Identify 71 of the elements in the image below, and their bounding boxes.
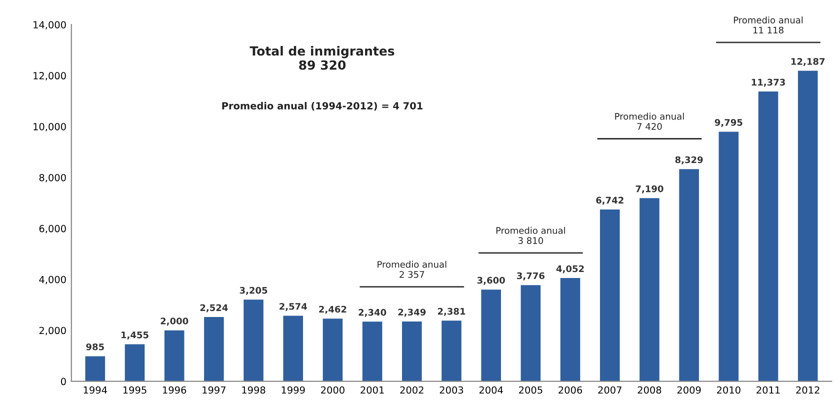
x-tick-label: 2003 xyxy=(440,386,464,394)
x-tick-label: 1994 xyxy=(84,386,107,394)
data-label: 2,340 xyxy=(358,308,386,317)
y-tick-label: 2,000 xyxy=(39,326,66,336)
bar xyxy=(322,318,343,382)
x-tick-label: 2012 xyxy=(796,386,820,394)
x-tick-label: 2006 xyxy=(558,386,582,394)
bar xyxy=(520,285,541,382)
y-tick-label: 6,000 xyxy=(39,224,66,234)
data-label: 12,187 xyxy=(791,58,825,66)
y-tick-label: 14,000 xyxy=(34,21,66,30)
x-tick-label: 1999 xyxy=(282,386,305,394)
bar xyxy=(362,322,382,382)
x-tick-label: 2005 xyxy=(519,386,542,394)
bar xyxy=(283,316,304,382)
bar xyxy=(85,356,106,382)
data-label: 7,190 xyxy=(636,185,664,194)
data-label: 2,574 xyxy=(280,302,307,311)
annotation: Promedio anual 2 357 xyxy=(378,260,446,278)
x-tick-label: 2010 xyxy=(716,386,740,394)
x-tick-label: 1995 xyxy=(123,386,146,394)
x-tick-label: 2000 xyxy=(321,386,344,394)
bar xyxy=(481,290,501,382)
bar xyxy=(560,278,580,382)
annotation: Promedio anual 11 118 xyxy=(734,16,803,34)
x-tick-label: 1998 xyxy=(242,386,266,394)
y-tick-label: 8,000 xyxy=(39,174,66,182)
x-tick-label: 2002 xyxy=(400,386,424,394)
data-label: 1,455 xyxy=(121,332,148,340)
data-label: 3,600 xyxy=(477,276,505,285)
bar xyxy=(718,132,739,382)
annotation: Promedio anual 7 420 xyxy=(615,112,684,130)
x-tick-label: 2001 xyxy=(360,386,384,394)
x-tick-label: 2011 xyxy=(756,386,780,394)
y-tick-label: 0 xyxy=(60,378,66,386)
data-label: 11,373 xyxy=(752,78,785,87)
data-label: 8,329 xyxy=(675,156,703,164)
x-tick-label: 1997 xyxy=(202,386,226,394)
bar xyxy=(442,320,462,382)
data-label: 2,381 xyxy=(438,308,466,316)
x-tick-label: 2004 xyxy=(479,386,503,394)
annotation: Promedio anual 3 810 xyxy=(496,226,565,244)
bar xyxy=(164,330,184,382)
x-tick-label: 2009 xyxy=(677,386,701,394)
bar xyxy=(679,169,699,382)
x-tick-label: 2008 xyxy=(638,386,662,394)
bar xyxy=(600,210,620,382)
x-tick-label: 1996 xyxy=(163,386,186,394)
data-label: 3,205 xyxy=(240,286,268,295)
data-label: 3,776 xyxy=(517,272,544,280)
bar xyxy=(798,70,818,382)
text: Total de inmigrantes 89 320 xyxy=(250,46,394,70)
data-label: 2,000 xyxy=(160,318,188,326)
bar xyxy=(402,321,422,382)
data-label: 2,524 xyxy=(200,304,228,312)
data-label: 2,349 xyxy=(398,308,426,317)
bar xyxy=(204,316,224,382)
y-tick-label: 10,000 xyxy=(34,122,66,132)
data-label: 9,795 xyxy=(714,119,742,127)
data-label: 985 xyxy=(86,343,104,350)
bar xyxy=(124,344,145,382)
bar xyxy=(244,300,264,382)
bar xyxy=(758,92,778,382)
y-tick-label: 12,000 xyxy=(34,72,66,80)
data-label: 2,462 xyxy=(319,306,346,314)
data-label: 6,742 xyxy=(596,196,624,205)
annotation: Promedio anual (1994-2012) = 4 701 xyxy=(222,102,422,111)
y-tick-label: 4,000 xyxy=(39,276,66,284)
bar xyxy=(640,198,660,382)
x-tick-label: 2007 xyxy=(598,386,622,394)
data-label: 4,052 xyxy=(556,265,584,274)
